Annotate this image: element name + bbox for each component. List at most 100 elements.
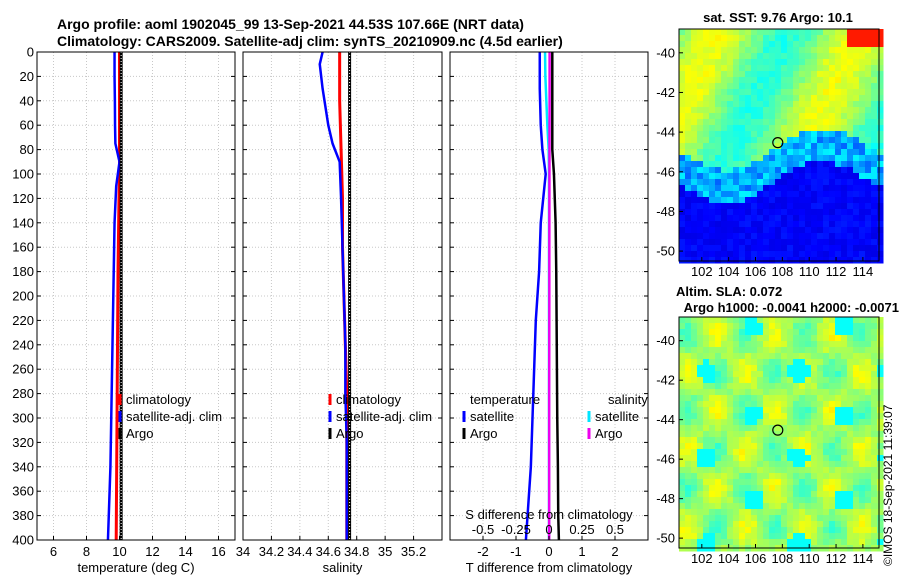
map-cell [757,71,764,78]
map-cell [805,461,812,468]
map-cell [829,383,836,390]
map-cell [757,329,764,336]
map-cell [727,329,734,336]
map-cell [859,425,866,432]
map-cell [871,161,878,168]
map-cell [709,227,716,234]
map-cell [697,107,704,114]
map-cell [811,143,818,150]
map-cell [859,71,866,78]
map-cell [757,203,764,210]
map-cell [739,245,746,252]
map-cell [829,71,836,78]
map-cell [739,395,746,402]
map-cell [781,335,788,342]
map-cell [733,197,740,204]
map-cell [793,371,800,378]
map-cell [835,341,842,348]
map-cell [805,413,812,420]
map-cell [793,197,800,204]
map-cell [865,401,872,408]
map-cell [775,131,782,138]
map-cell [727,335,734,342]
map-cell [841,119,848,126]
map-cell [775,47,782,54]
map-cell [787,245,794,252]
map-cell [775,515,782,522]
map-cell [679,413,686,420]
map-cell [859,251,866,258]
map-cell [793,41,800,48]
map-cell [829,509,836,516]
map-cell [715,191,722,198]
map-cell [853,317,860,324]
map-cell [811,347,818,354]
map-cell [733,329,740,336]
map-cell [733,167,740,174]
map-cell [739,389,746,396]
map-cell [871,173,878,180]
map-cell [841,479,848,486]
map-cell [769,137,776,144]
map-cell [787,155,794,162]
sla-map: 102 104 106 108 110 112 114-40-42-44-46-48-50A… [656,284,899,566]
map-cell [823,41,830,48]
map-cell [853,155,860,162]
map-frame [678,28,880,262]
map-cell [799,65,806,72]
map-cell [775,395,782,402]
map-cell [859,533,866,540]
map-cell [691,461,698,468]
map-cell [877,161,884,168]
map-cell [829,227,836,234]
map-cell [733,41,740,48]
map-cell [733,227,740,234]
map-cell [817,455,824,462]
map-cell [745,29,752,36]
map-cell [703,197,710,204]
legend-label: satellite [595,409,639,424]
y-tick-label: 100 [12,167,34,182]
map-cell [781,527,788,534]
map-cell [787,227,794,234]
map-cell [769,143,776,150]
map-cell [721,257,728,264]
map-cell [871,317,878,324]
map-cell [835,389,842,396]
map-cell [685,413,692,420]
map-cell [691,491,698,498]
map-cell [865,407,872,414]
map-cell [835,41,842,48]
map-cell [751,509,758,516]
map-cell [817,491,824,498]
map-cell [679,431,686,438]
map-cell [709,71,716,78]
map-cell [853,461,860,468]
map-cell [805,257,812,264]
map-cell [721,539,728,546]
map-cell [697,503,704,510]
map-cell [757,479,764,486]
map-cell [829,233,836,240]
map-cell [799,365,806,372]
map-cell [709,359,716,366]
map-cell [691,407,698,414]
map-cell [871,257,878,264]
map-cell [823,233,830,240]
map-cell [697,47,704,54]
map-cell [871,341,878,348]
map-cell [877,71,884,78]
map-cell [853,395,860,402]
map-cell [811,95,818,102]
map-cell [679,485,686,492]
map-cell [805,83,812,90]
map-cell [865,185,872,192]
map-cell [775,521,782,528]
map-cell [739,359,746,366]
map-cell [721,473,728,480]
map-cell [877,29,884,36]
map-cell [769,179,776,186]
map-cell [805,521,812,528]
map-cell [763,485,770,492]
map-cell [715,359,722,366]
